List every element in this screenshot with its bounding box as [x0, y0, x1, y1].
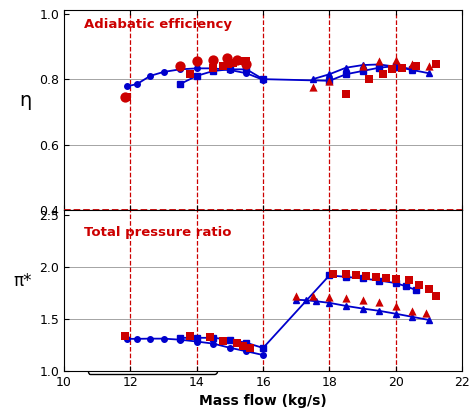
- Point: [233, 340, 240, 347]
- Point: [219, 337, 227, 344]
- Point: [432, 61, 439, 68]
- Point: [309, 84, 317, 91]
- Point: [121, 94, 129, 101]
- Point: [121, 333, 129, 339]
- Point: [365, 76, 373, 83]
- Point: [239, 343, 247, 349]
- Point: [409, 307, 416, 314]
- Point: [399, 65, 406, 71]
- Point: [206, 334, 214, 340]
- Point: [176, 63, 184, 70]
- Point: [342, 271, 350, 278]
- Point: [405, 277, 413, 283]
- Point: [392, 57, 400, 64]
- Point: [309, 292, 317, 299]
- Point: [392, 276, 400, 282]
- Point: [210, 56, 217, 63]
- Point: [432, 293, 439, 300]
- Text: Total pressure ratio: Total pressure ratio: [84, 226, 231, 239]
- Point: [224, 61, 232, 68]
- Point: [425, 285, 433, 292]
- Point: [219, 63, 227, 70]
- Point: [210, 65, 217, 71]
- Point: [186, 71, 194, 78]
- Point: [223, 54, 230, 61]
- Point: [193, 58, 201, 65]
- Point: [352, 272, 360, 278]
- Point: [243, 58, 250, 65]
- Point: [389, 66, 396, 72]
- Point: [326, 294, 333, 300]
- Point: [359, 296, 366, 303]
- Point: [342, 295, 350, 302]
- Point: [326, 78, 333, 84]
- Point: [329, 270, 337, 277]
- Point: [372, 274, 380, 280]
- Point: [422, 309, 429, 316]
- Point: [415, 281, 423, 288]
- Point: [379, 71, 386, 78]
- Text: Adiabatic efficiency: Adiabatic efficiency: [84, 18, 232, 31]
- Point: [359, 63, 366, 70]
- Point: [342, 91, 350, 97]
- Point: [412, 63, 419, 70]
- Point: [236, 58, 244, 65]
- Point: [382, 275, 390, 282]
- Point: [409, 61, 416, 68]
- Point: [375, 58, 383, 65]
- Point: [362, 272, 370, 279]
- Point: [375, 298, 383, 305]
- Point: [123, 94, 131, 101]
- Point: [229, 59, 237, 66]
- Legend: 100%$n_{cor}$  TEST, 90%  $n_{cor}$   TEST, 70%  $n_{cor}$   TEST, 100%$n_{cor}$: 100%$n_{cor}$ TEST, 90% $n_{cor}$ TEST, …: [88, 266, 217, 373]
- X-axis label: Mass flow (kg/s): Mass flow (kg/s): [199, 394, 327, 408]
- Point: [243, 61, 250, 68]
- Point: [246, 345, 254, 352]
- Point: [233, 56, 240, 63]
- Point: [425, 63, 433, 70]
- Point: [292, 292, 300, 299]
- Y-axis label: π*: π*: [13, 272, 32, 290]
- Y-axis label: η: η: [19, 91, 31, 110]
- Point: [186, 333, 194, 339]
- Point: [392, 303, 400, 310]
